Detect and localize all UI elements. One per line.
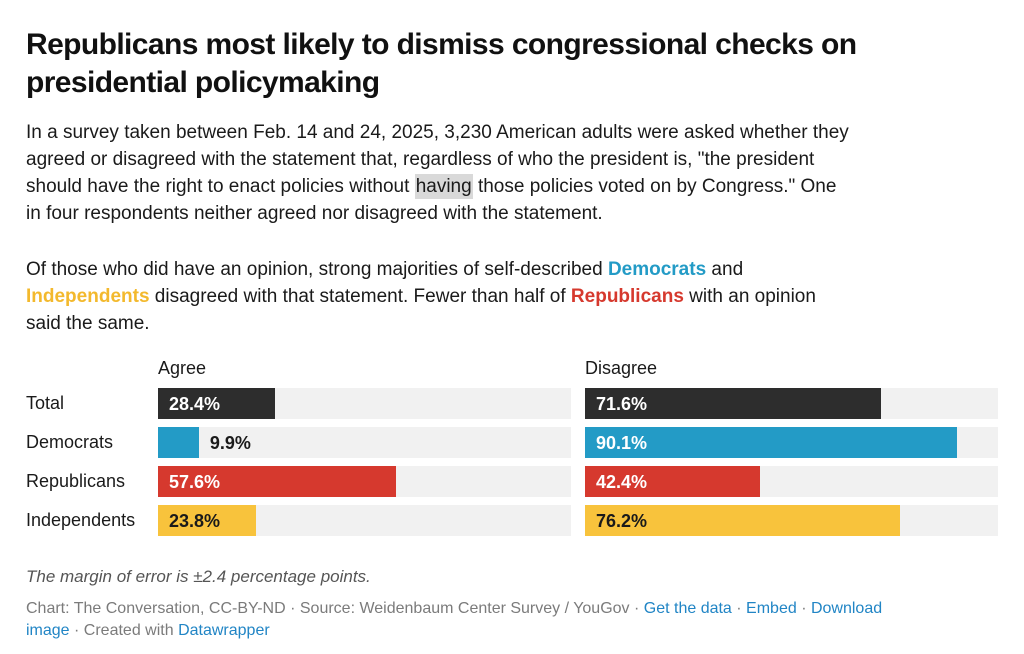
bar-disagree-republicans (585, 466, 761, 497)
download-image-link[interactable]: Download (810, 600, 883, 617)
opinion-text-5: disagreed with that statement. Fewer tha… (149, 286, 571, 307)
page-title: Republicans most likely to dismiss congr… (26, 26, 998, 102)
row-label-total: Total (26, 393, 65, 413)
opinion-text-2: and (706, 259, 744, 280)
bar-agree-total (158, 388, 276, 419)
opinion-text-0: Of those who did have an opinion, strong… (26, 259, 608, 280)
bar-agree-independents (158, 505, 257, 536)
footer-text-2: · (731, 600, 747, 617)
intro-text-0: In a survey taken between Feb. 14 and 24… (26, 122, 849, 143)
intro-text-2: agreed or disagreed with the statement t… (26, 149, 815, 170)
bar-agree-republicans (158, 466, 396, 497)
intro-paragraph: In a survey taken between Feb. 14 and 24… (26, 119, 998, 227)
bar-value-label-agree-republicans: 57.6% (169, 472, 221, 492)
bar-value-label-disagree-total: 71.6% (596, 394, 648, 414)
page-title-line1: Republicans most likely to dismiss congr… (26, 28, 857, 61)
bar-disagree-total (585, 388, 881, 419)
row-label-independents: Independents (26, 510, 136, 530)
bar-track-disagree-democrats: 90.1% (585, 427, 998, 458)
bar-track-agree-total: 28.4% (158, 388, 571, 419)
datawrapper-link[interactable]: Datawrapper (178, 622, 270, 639)
bar-value-label-agree-total: 28.4% (169, 394, 221, 414)
footer-attribution: Chart: The Conversation, CC-BY-ND · Sour… (26, 598, 998, 642)
opinion-paragraph: Of those who did have an opinion, strong… (26, 256, 998, 337)
bar-track-agree-republicans: 57.6% (158, 466, 571, 497)
bar-agree-democrats (158, 427, 199, 458)
opinion-text-9: said the same. (26, 313, 150, 334)
row-label-republicans: Republicans (26, 471, 126, 491)
footer-text-4: · (796, 600, 811, 617)
row-label-democrats: Democrats (26, 432, 114, 452)
download-image-link-wrap[interactable]: image (26, 622, 70, 639)
column-header-agree: Agree (158, 358, 207, 378)
bar-disagree-democrats (585, 427, 958, 458)
bar-track-disagree-independents: 76.2% (585, 505, 998, 536)
footer-text-8: · Created with (69, 622, 179, 639)
bar-value-label-disagree-democrats: 90.1% (596, 433, 648, 453)
opinion-text-7: with an opinion (683, 286, 816, 307)
footer-text-0: Chart: The Conversation, CC-BY-ND · Sour… (26, 600, 644, 617)
bar-track-agree-democrats: 9.9% (158, 427, 571, 458)
republicans-colored-text: Republicans (570, 286, 684, 307)
column-header-disagree: Disagree (585, 358, 658, 378)
bar-value-label-agree-democrats: 9.9% (209, 433, 251, 453)
intro-text-4: should have the right to enact policies … (26, 176, 415, 197)
independents-colored-text: Independents (26, 286, 150, 307)
democrats-colored-text: Democrats (607, 259, 707, 280)
margin-of-error-note: The margin of error is ±2.4 percentage p… (26, 567, 371, 586)
page-title-line2: presidential policymaking (26, 66, 380, 99)
bar-track-disagree-republicans: 42.4% (585, 466, 998, 497)
intro-text-6: those policies voted on by Congress." On… (472, 176, 837, 197)
bar-track-disagree-total: 71.6% (585, 388, 998, 419)
bar-track-agree-independents: 23.8% (158, 505, 571, 536)
bar-disagree-independents (585, 505, 900, 536)
bar-value-label-disagree-independents: 76.2% (596, 511, 648, 531)
chart: Agree Disagree Total 28.4% 71.6% Democrats 9.9… (26, 356, 998, 536)
intro-text-8: in four respondents neither agreed nor d… (26, 203, 603, 224)
bar-value-label-agree-independents: 23.8% (169, 511, 221, 531)
bar-value-label-disagree-republicans: 42.4% (596, 472, 648, 492)
highlighted-word-having: having (414, 174, 473, 199)
chart-grid: Agree Disagree Total 28.4% 71.6% Democrats 9.9… (26, 356, 998, 536)
embed-link[interactable]: Embed (746, 600, 797, 617)
get-the-data-link[interactable]: Get the data (643, 600, 732, 617)
